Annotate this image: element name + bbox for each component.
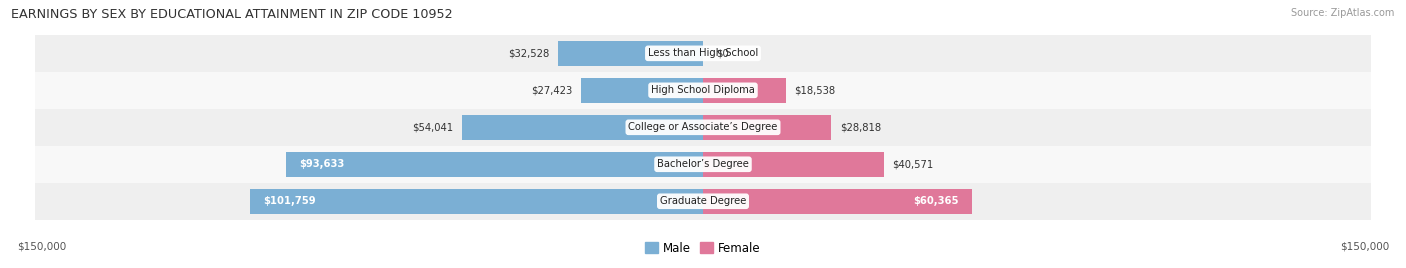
Text: Graduate Degree: Graduate Degree [659, 196, 747, 206]
Bar [250, 189, 703, 214]
Bar [581, 78, 703, 103]
Legend: Male, Female: Male, Female [641, 237, 765, 259]
Text: $40,571: $40,571 [893, 159, 934, 169]
Bar [703, 115, 831, 140]
Text: $93,633: $93,633 [299, 159, 344, 169]
Text: $28,818: $28,818 [841, 122, 882, 132]
Text: $18,538: $18,538 [794, 85, 835, 95]
Text: $101,759: $101,759 [263, 196, 316, 206]
Bar [463, 115, 703, 140]
Bar [35, 35, 1371, 72]
Bar [285, 152, 703, 177]
Text: $150,000: $150,000 [17, 241, 66, 251]
Bar [703, 78, 786, 103]
Text: Less than High School: Less than High School [648, 48, 758, 58]
Bar [35, 146, 1371, 183]
Text: College or Associate’s Degree: College or Associate’s Degree [628, 122, 778, 132]
Text: EARNINGS BY SEX BY EDUCATIONAL ATTAINMENT IN ZIP CODE 10952: EARNINGS BY SEX BY EDUCATIONAL ATTAINMEN… [11, 8, 453, 21]
Text: $32,528: $32,528 [508, 48, 550, 58]
Bar [35, 183, 1371, 220]
Bar [35, 72, 1371, 109]
Bar [35, 109, 1371, 146]
Text: $0: $0 [716, 48, 730, 58]
Text: $27,423: $27,423 [530, 85, 572, 95]
Bar [703, 152, 883, 177]
Text: $150,000: $150,000 [1340, 241, 1389, 251]
Bar [703, 189, 972, 214]
Text: $54,041: $54,041 [412, 122, 454, 132]
Text: $60,365: $60,365 [912, 196, 959, 206]
Text: Source: ZipAtlas.com: Source: ZipAtlas.com [1291, 8, 1395, 18]
Text: Bachelor’s Degree: Bachelor’s Degree [657, 159, 749, 169]
Text: High School Diploma: High School Diploma [651, 85, 755, 95]
Bar [558, 41, 703, 66]
